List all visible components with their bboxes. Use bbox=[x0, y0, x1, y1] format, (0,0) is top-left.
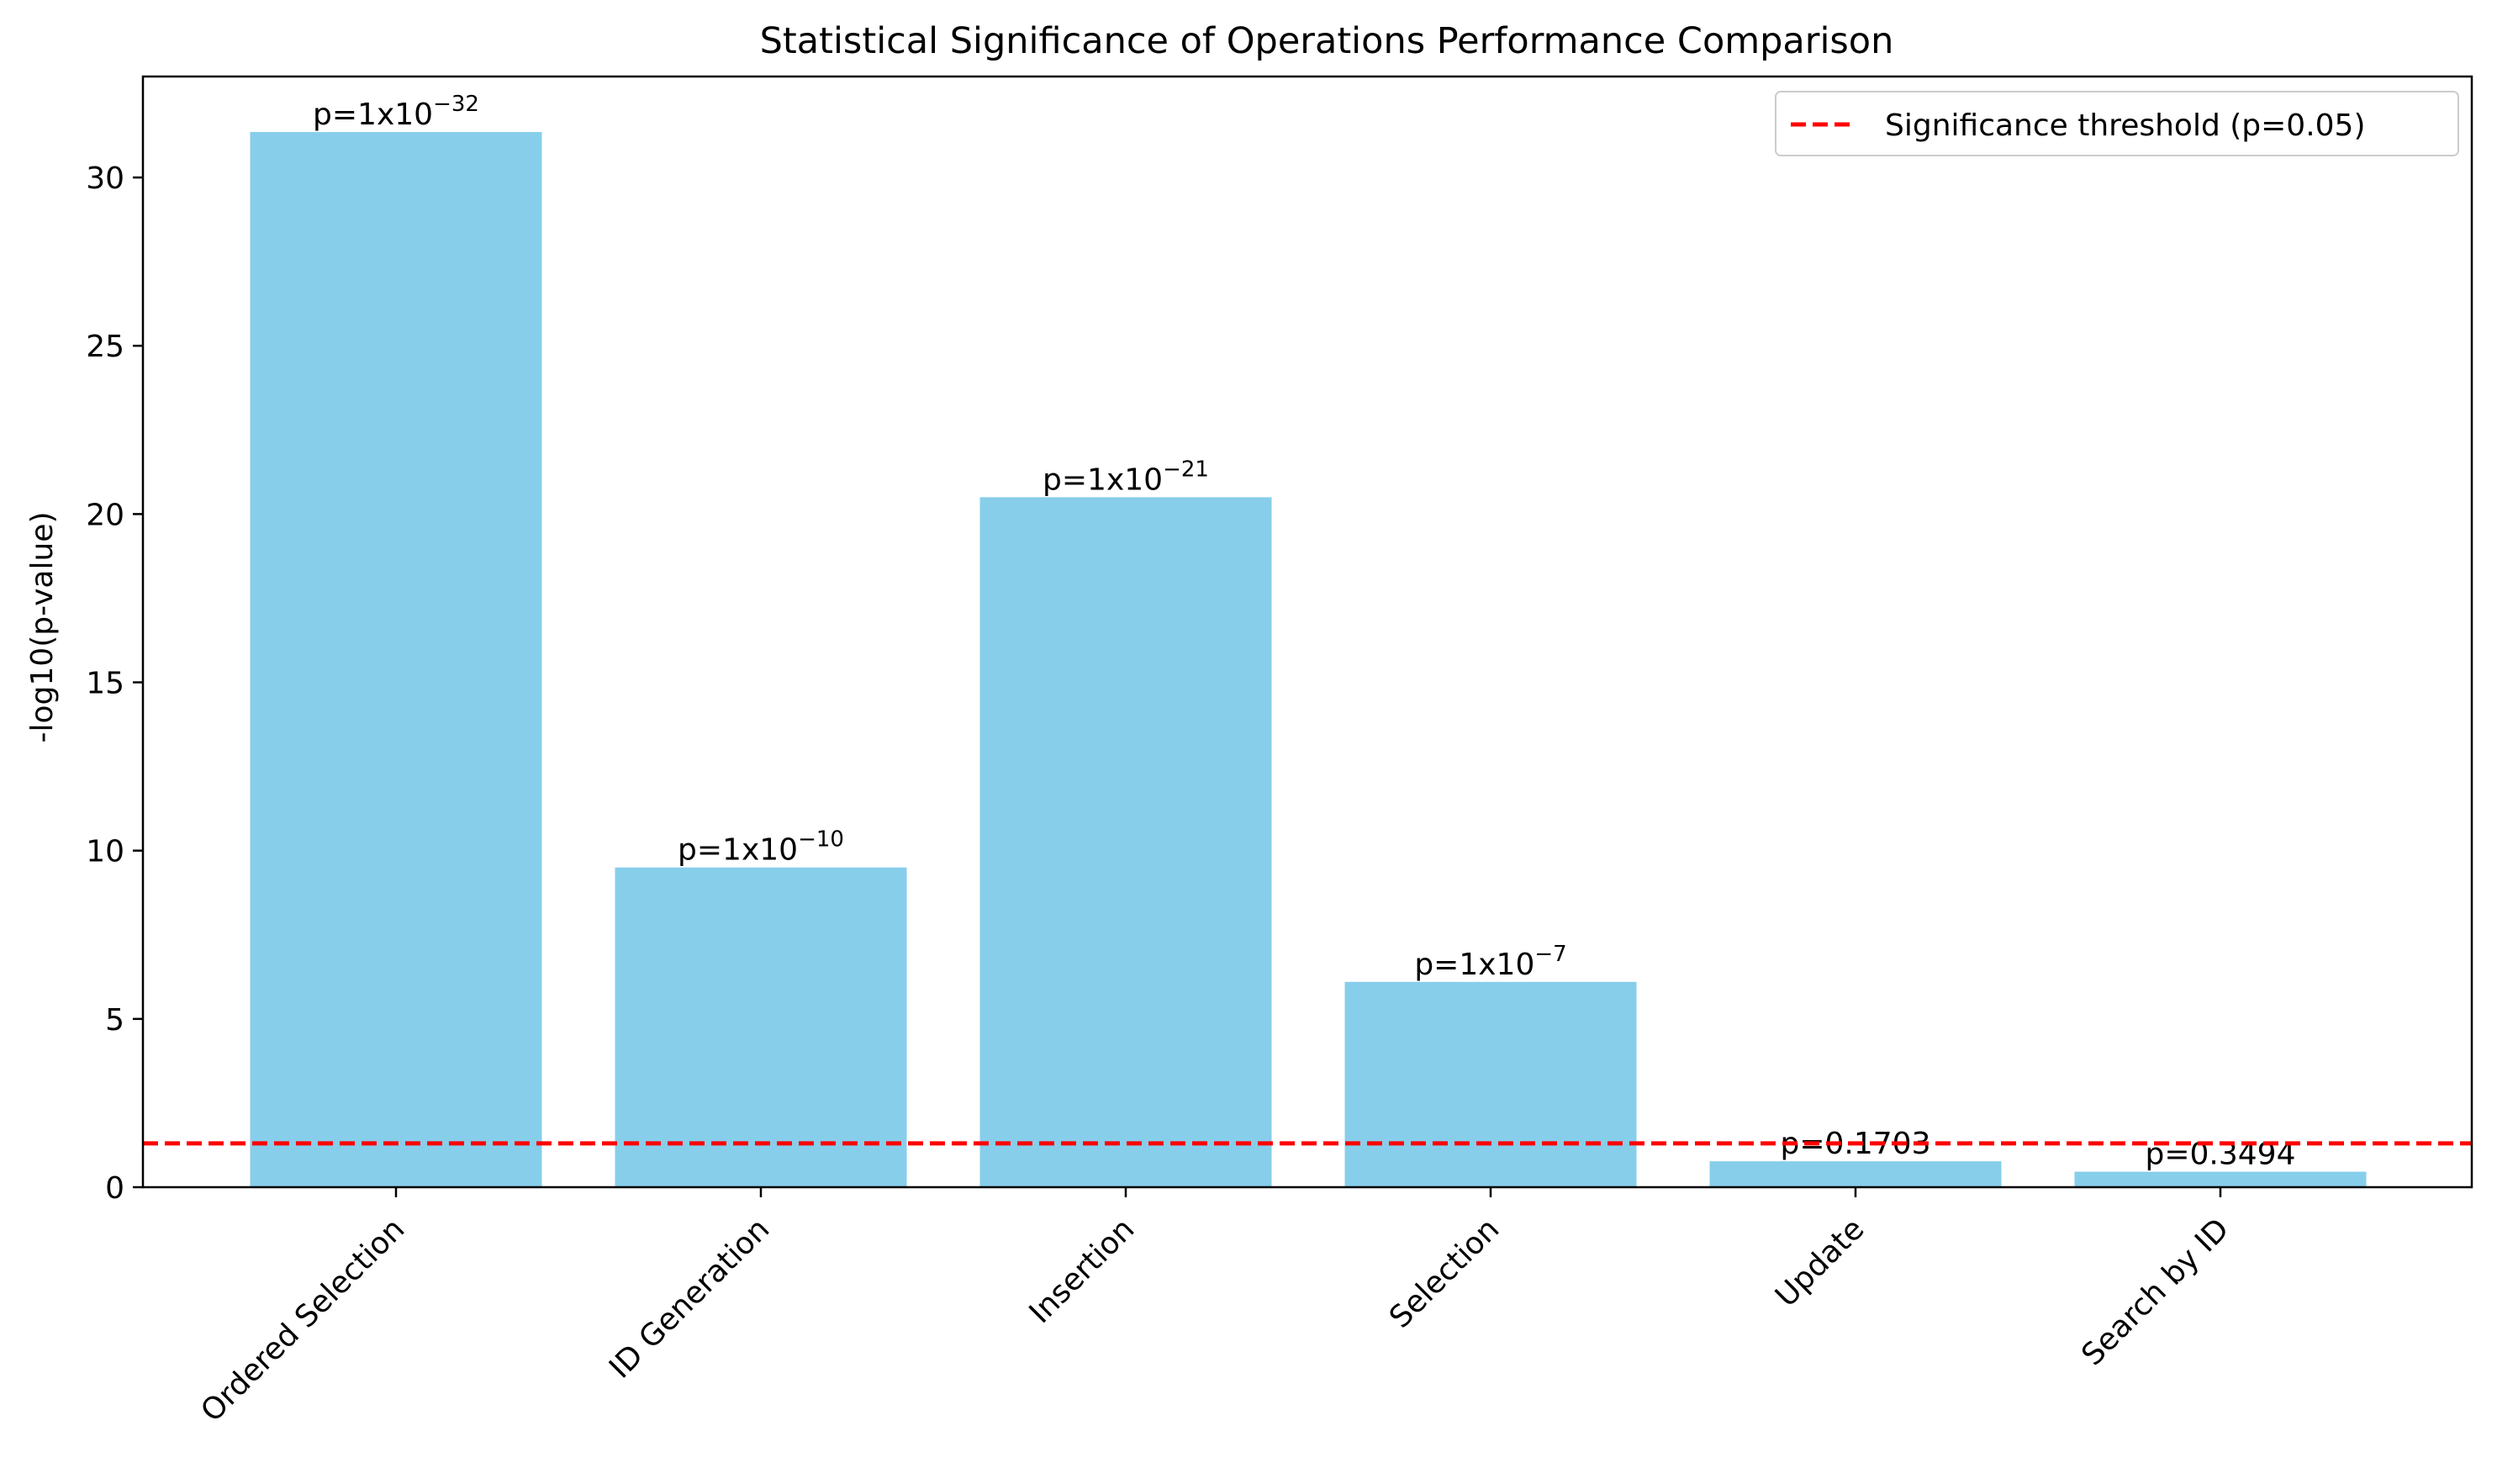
chart-title: Statistical Significance of Operations P… bbox=[760, 20, 1894, 62]
y-axis-label: -log10(p-value) bbox=[25, 512, 60, 743]
y-tick-label: 15 bbox=[86, 667, 124, 701]
y-tick-label: 20 bbox=[86, 498, 124, 532]
y-tick-label: 25 bbox=[86, 330, 124, 364]
bar bbox=[979, 497, 1272, 1187]
bar bbox=[615, 867, 907, 1187]
y-tick-label: 5 bbox=[105, 1003, 124, 1038]
y-tick-label: 0 bbox=[105, 1171, 124, 1206]
bar-value-label: p=1x10−32 bbox=[313, 92, 479, 132]
legend-box bbox=[1775, 91, 2459, 156]
y-tick-label: 30 bbox=[86, 161, 124, 196]
bar bbox=[1344, 981, 1637, 1187]
bar-value-label: p=1x10−10 bbox=[678, 827, 844, 868]
legend-threshold-label: Significance threshold (p=0.05) bbox=[1885, 108, 2366, 143]
legend: Significance threshold (p=0.05) bbox=[1775, 91, 2459, 156]
bar bbox=[1709, 1161, 2002, 1187]
bar-value-label: p=1x10−7 bbox=[1414, 942, 1566, 982]
plot-frame bbox=[141, 75, 2473, 1189]
bar bbox=[2074, 1171, 2367, 1187]
y-tick-label: 10 bbox=[86, 835, 124, 869]
bar bbox=[250, 132, 542, 1187]
bar-value-label: p=1x10−21 bbox=[1043, 457, 1209, 497]
bars-layer bbox=[250, 132, 2367, 1187]
y-axis: 0 5 10 15 20 25 30 bbox=[86, 161, 143, 1206]
bar-labels-layer: p=1x10−32p=1x10−10p=1x10−21p=1x10−7p=0.1… bbox=[313, 92, 2295, 1172]
